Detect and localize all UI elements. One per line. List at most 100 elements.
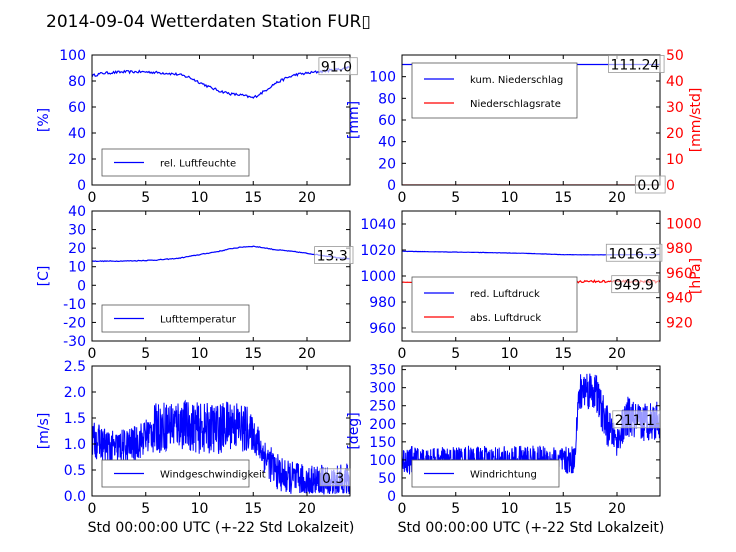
y-tick-label: 20 — [68, 241, 86, 257]
y-tick-label: 20 — [378, 156, 396, 172]
legend-label: Windgeschwindigkeit — [160, 470, 266, 481]
y-tick-label: 2.5 — [64, 359, 86, 375]
y-axis-label: [m/s] — [36, 413, 52, 450]
value-annotation-box — [611, 275, 660, 294]
value-annotation-box — [634, 175, 666, 194]
value-annotation-box — [605, 243, 663, 262]
y-tick-label: 10 — [68, 260, 86, 276]
y-tick-label: 30 — [68, 223, 86, 239]
value-annotation-box — [608, 55, 665, 73]
value-annotation: 111.24 — [610, 57, 659, 73]
y-axis-label: [%] — [36, 108, 52, 132]
y-tick-label: 100 — [369, 453, 396, 469]
x-tick-label-10: 10 — [501, 501, 519, 517]
legend-label: abs. Luftdruck — [470, 313, 541, 324]
panel-3: 0 5 10 15 20 -30 -20 -10 0 10 20 30 40 [C] 13.3 Lufttem… — [36, 204, 354, 362]
x-tick-label-20: 20 — [298, 190, 316, 206]
axes-frame — [91, 54, 351, 186]
value-annotation-box — [319, 468, 351, 487]
y-tick-label: 2.0 — [64, 385, 86, 401]
value-annotation: 91.0 — [321, 60, 352, 76]
x-tick-label-15: 15 — [244, 346, 262, 362]
x-tick-label-15: 15 — [244, 190, 262, 206]
y-tick-label: 80 — [378, 91, 396, 107]
axes-frame — [91, 365, 351, 497]
y-tick-label: 40 — [378, 135, 396, 151]
x-tick-label-20: 20 — [608, 501, 626, 517]
x-tick-label-0: 0 — [398, 190, 407, 206]
y2-tick-label: 10 — [666, 152, 684, 168]
y2-tick-label: 920 — [666, 315, 693, 331]
legend-frame — [411, 276, 578, 333]
axes-frame — [91, 210, 351, 342]
y-tick-label: 20 — [68, 152, 86, 168]
legend: kum. Niederschlag Niederschlagsrate — [411, 62, 578, 119]
legend: Windrichtung — [411, 459, 560, 488]
y2-axis-label: [hPa] — [688, 258, 704, 294]
legend-label: rel. Luftfeuchte — [160, 159, 236, 170]
legend-label: Niederschlagsrate — [470, 99, 561, 110]
x-tick-label-5: 5 — [141, 346, 150, 362]
series-line-1 — [92, 245, 350, 263]
series-group — [92, 65, 350, 99]
y-tick-label: 1000 — [360, 269, 396, 285]
y-tick-label: 960 — [369, 321, 396, 337]
panel-4: 0 5 10 15 20 960 980 1000 1020 1040 920 940 960 980 10… — [360, 210, 704, 362]
x-tick-label-0: 0 — [398, 501, 407, 517]
y-tick-label: 1.0 — [64, 437, 86, 453]
legend: rel. Luftfeuchte — [101, 148, 250, 177]
x-tick-label-10: 10 — [501, 346, 519, 362]
x-tick-label-20: 20 — [608, 346, 626, 362]
y-tick-label: 980 — [369, 295, 396, 311]
y-tick-label: 150 — [369, 435, 396, 451]
x-tick-label-0: 0 — [88, 501, 97, 517]
y-tick-label: 0.5 — [64, 463, 86, 479]
panel-2: 0 5 10 15 20 0 20 40 60 80 100 0 10 20 30 40 50 [mm] [mm/s… — [346, 48, 704, 206]
y-tick-label: 40 — [68, 126, 86, 142]
y-tick-label: 200 — [369, 417, 396, 433]
y-tick-label: 300 — [369, 381, 396, 397]
series-group — [92, 245, 350, 263]
y2-tick-label: 940 — [666, 291, 693, 307]
x-tick-label-15: 15 — [554, 501, 572, 517]
x-tick-label-10: 10 — [191, 190, 209, 206]
x-tick-label-10: 10 — [191, 501, 209, 517]
legend-label: red. Luftdruck — [470, 289, 540, 300]
x-tick-label-0: 0 — [88, 346, 97, 362]
y-tick-label: 40 — [68, 204, 86, 220]
legend-label: kum. Niederschlag — [470, 75, 563, 86]
y-tick-label: 1040 — [360, 217, 396, 233]
y-tick-label: 100 — [369, 70, 396, 86]
y2-tick-label: 40 — [666, 74, 684, 90]
y-axis-label: [deg] — [346, 412, 362, 449]
y-axis-label: [C] — [36, 266, 52, 287]
series-line-1 — [402, 373, 660, 475]
axes-frame — [401, 365, 661, 497]
legend: Windgeschwindigkeit — [101, 459, 266, 488]
x-tick-label-15: 15 — [244, 501, 262, 517]
legend-label: Lufttemperatur — [160, 315, 237, 326]
value-annotation: 0.0 — [637, 178, 659, 194]
y-tick-label: 0.0 — [64, 489, 86, 505]
figure-title: 2014-09-04 Wetterdaten Station FUR▯ — [46, 12, 371, 32]
x-axis-label: Std 00:00:00 UTC (+-22 Std Lokalzeit) — [88, 520, 355, 536]
value-annotation-box — [612, 410, 661, 429]
x-tick-label-0: 0 — [88, 190, 97, 206]
y-tick-label: 0 — [77, 278, 86, 294]
y2-axis-label: [mm/std] — [688, 88, 704, 153]
y2-tick-label: 20 — [666, 126, 684, 142]
y2-tick-label: 50 — [666, 48, 684, 64]
y-tick-label: 1.5 — [64, 411, 86, 427]
x-tick-label-5: 5 — [451, 190, 460, 206]
x-tick-label-10: 10 — [191, 346, 209, 362]
legend: Lufttemperatur — [101, 304, 250, 333]
series-group — [402, 373, 660, 475]
x-tick-label-5: 5 — [141, 190, 150, 206]
value-annotation: 0.3 — [322, 471, 344, 487]
y2-tick-label: 960 — [666, 266, 693, 282]
y-axis-label: [mm] — [346, 101, 362, 139]
y-tick-label: 60 — [68, 100, 86, 116]
